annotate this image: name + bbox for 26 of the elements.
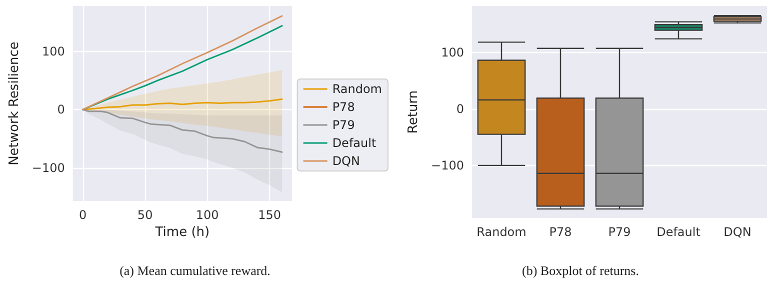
text: (a) Mean cumulative reward. — [118, 263, 272, 279]
y-tick-label: −100 — [32, 160, 65, 175]
text: (b) Boxplot of returns. — [521, 263, 640, 279]
x-tick-label: P78 — [549, 225, 572, 239]
x-tick-label: 0 — [79, 208, 87, 222]
y-tick-label: 0 — [57, 102, 65, 117]
y-tick-label: 100 — [441, 45, 464, 60]
x-tick-label: P79 — [608, 225, 631, 239]
y-tick-label: 100 — [42, 44, 65, 58]
y-axis-title: Network Resilience — [7, 42, 22, 166]
y-tick-label: 0 — [456, 102, 464, 116]
legend-label: DQN — [332, 154, 360, 168]
x-tick-label: Default — [656, 225, 701, 239]
x-tick-label: 150 — [258, 208, 282, 222]
y-axis-title: Return — [406, 90, 422, 134]
x-tick-label: Random — [476, 225, 526, 239]
legend-label: Random — [332, 82, 382, 96]
legend-label: Default — [332, 136, 376, 150]
x-tick-label: 50 — [137, 208, 153, 222]
y-tick-label: −100 — [431, 158, 464, 172]
x-tick-label: DQN — [724, 225, 752, 239]
x-axis-title: Time (h) — [154, 224, 210, 240]
x-tick-label: 100 — [196, 208, 219, 222]
legend-label: P79 — [332, 118, 355, 132]
line-series — [82, 108, 283, 153]
legend-label: P78 — [332, 100, 355, 114]
